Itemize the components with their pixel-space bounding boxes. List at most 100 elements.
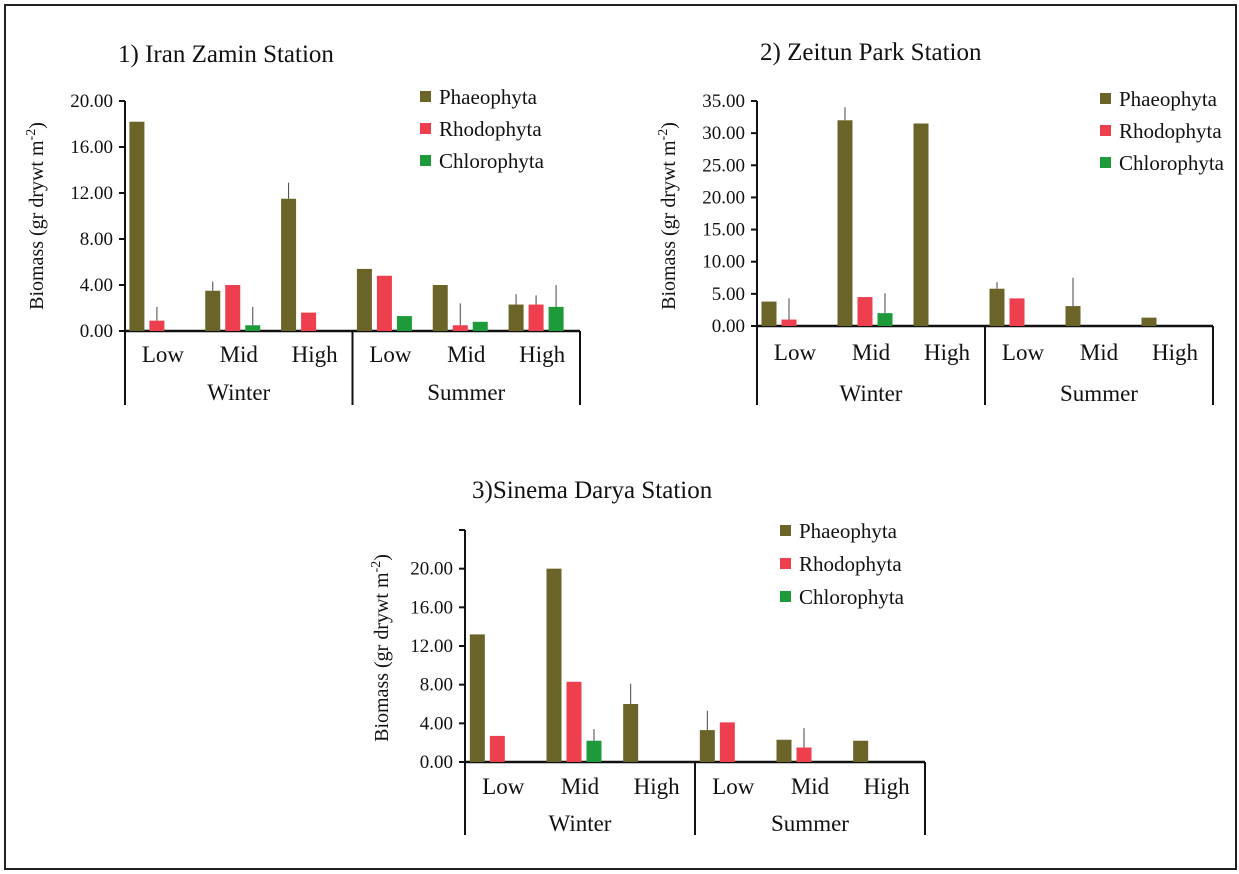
y-tick-label: 25.00 [702,155,745,176]
x-category-label: High [292,342,339,367]
bar-chlorophyta [548,306,564,331]
y-tick-label: 12.00 [70,183,113,204]
legend-swatch-rhodophyta [1100,125,1111,136]
legend-label: Rhodophyta [439,117,542,141]
y-axis-label-suffix: ) [26,122,48,129]
legend-swatch-phaeophyta [420,91,431,102]
legend-swatch-rhodophyta [420,123,431,134]
y-tick-label: 20.00 [410,559,453,580]
x-group-label: Winter [840,381,903,406]
bar-phaeophyta [776,739,792,762]
legend-swatch-chlorophyta [1100,157,1111,168]
chart-title: 1) Iran Zamin Station [118,41,334,68]
y-tick-label: 16.00 [70,137,113,158]
legend-label: Rhodophyta [799,552,902,576]
legend-label: Rhodophyta [1119,119,1222,143]
x-group-label: Summer [771,811,849,836]
legend-label: Phaeophyta [799,519,898,543]
y-axis-label-main: Biomass (gr drywt m [658,140,680,310]
x-category-label: Mid [791,774,830,799]
bar-phaeophyta [356,268,372,331]
bar-rhodophyta [781,319,797,326]
y-tick-label: 12.00 [410,636,453,657]
chart-title: 2) Zeitun Park Station [760,39,982,66]
bar-rhodophyta [857,297,873,326]
legend-swatch-phaeophyta [1100,93,1111,104]
bar-phaeophyta [205,290,221,331]
x-group-label: Summer [427,380,505,405]
x-category-label: Mid [852,340,891,365]
legend-swatch-chlorophyta [420,155,431,166]
y-axis-label: Biomass (gr drywt m-2) [369,554,393,742]
x-category-label: High [864,774,911,799]
x-group-label: Winter [549,811,612,836]
y-axis-label-superscript: -2 [24,129,39,141]
y-axis-label-superscript: -2 [369,561,384,573]
legend-label: Phaeophyta [439,85,538,109]
y-tick-label: 35.00 [702,91,745,112]
chart-2: 2) Zeitun Park Station 0.00 5.00 10.00 15.00… [656,39,1225,406]
bar-rhodophyta [149,320,165,331]
y-tick-label: 4.00 [420,713,453,734]
bar-rhodophyta [719,722,735,762]
bar-phaeophyta [837,120,853,327]
bar-chlorophyta [245,325,261,331]
x-category-label: High [1152,340,1199,365]
bar-phaeophyta [281,198,297,331]
x-category-label: Low [712,774,755,799]
y-tick-label: 10.00 [702,252,745,273]
bar-chlorophyta [472,321,488,331]
y-tick-label: 5.00 [712,284,745,305]
x-category-label: High [519,342,566,367]
x-category-label: Low [482,774,525,799]
x-category-label: High [634,774,681,799]
y-tick-label: 20.00 [702,187,745,208]
bar-rhodophyta [489,735,505,762]
x-category-label: High [924,340,971,365]
bar-rhodophyta [1009,298,1025,326]
bar-rhodophyta [796,747,812,762]
bar-chlorophyta [396,316,412,331]
y-tick-label: 0.00 [80,321,113,342]
bar-phaeophyta [1141,317,1157,326]
y-tick-label: 4.00 [80,275,113,296]
bar-rhodophyta [528,304,544,331]
y-axis-label: Biomass (gr drywt m-2) [24,122,48,310]
bar-chlorophyta [586,740,602,762]
bar-phaeophyta [699,730,715,762]
bar-rhodophyta [566,681,582,762]
chart-1: 1) Iran Zamin Station 0.00 4.00 8.00 12.00 16… [24,41,581,405]
y-tick-label: 8.00 [80,229,113,250]
chart-3: 3)Sinema Darya Station 0.00 4.00 8.00 12.00 1… [369,477,926,836]
legend-label: Phaeophyta [1119,87,1218,111]
x-group-label: Summer [1060,381,1138,406]
y-axis-label-suffix: ) [658,122,680,129]
bar-phaeophyta [129,121,145,331]
x-category-label: Mid [447,342,486,367]
legend-swatch-rhodophyta [780,558,791,569]
x-category-label: Low [369,342,412,367]
bar-phaeophyta [469,634,485,762]
y-tick-label: 0.00 [712,316,745,337]
bar-phaeophyta [623,704,639,762]
bar-phaeophyta [508,304,524,331]
x-category-label: Low [774,340,817,365]
y-tick-label: 16.00 [410,597,453,618]
legend-label: Chlorophyta [1119,151,1225,175]
legend-swatch-chlorophyta [780,591,791,602]
bar-phaeophyta [1065,306,1081,326]
chart-title: 3)Sinema Darya Station [472,477,713,504]
bar-phaeophyta [853,740,869,762]
y-axis-label-suffix: ) [371,554,393,561]
bar-rhodophyta [225,285,241,331]
bar-rhodophyta [376,275,392,331]
y-tick-label: 8.00 [420,675,453,696]
bar-rhodophyta [301,312,317,331]
legend-label: Chlorophyta [439,149,545,173]
y-tick-label: 15.00 [702,220,745,241]
y-tick-label: 20.00 [70,91,113,112]
x-category-label: Mid [561,774,600,799]
bar-rhodophyta [452,325,468,331]
bar-phaeophyta [989,288,1005,326]
x-category-label: Mid [220,342,259,367]
